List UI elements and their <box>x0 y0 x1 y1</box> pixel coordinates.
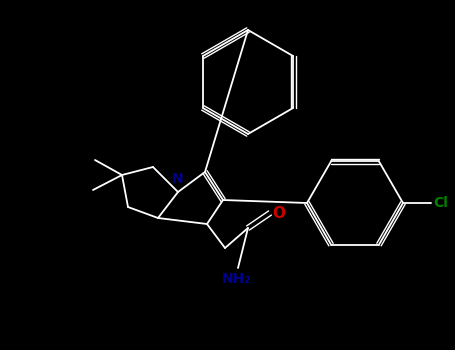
Text: NH₂: NH₂ <box>222 272 251 286</box>
Text: O: O <box>272 205 285 220</box>
Text: Cl: Cl <box>433 196 448 210</box>
Text: N: N <box>172 172 184 186</box>
